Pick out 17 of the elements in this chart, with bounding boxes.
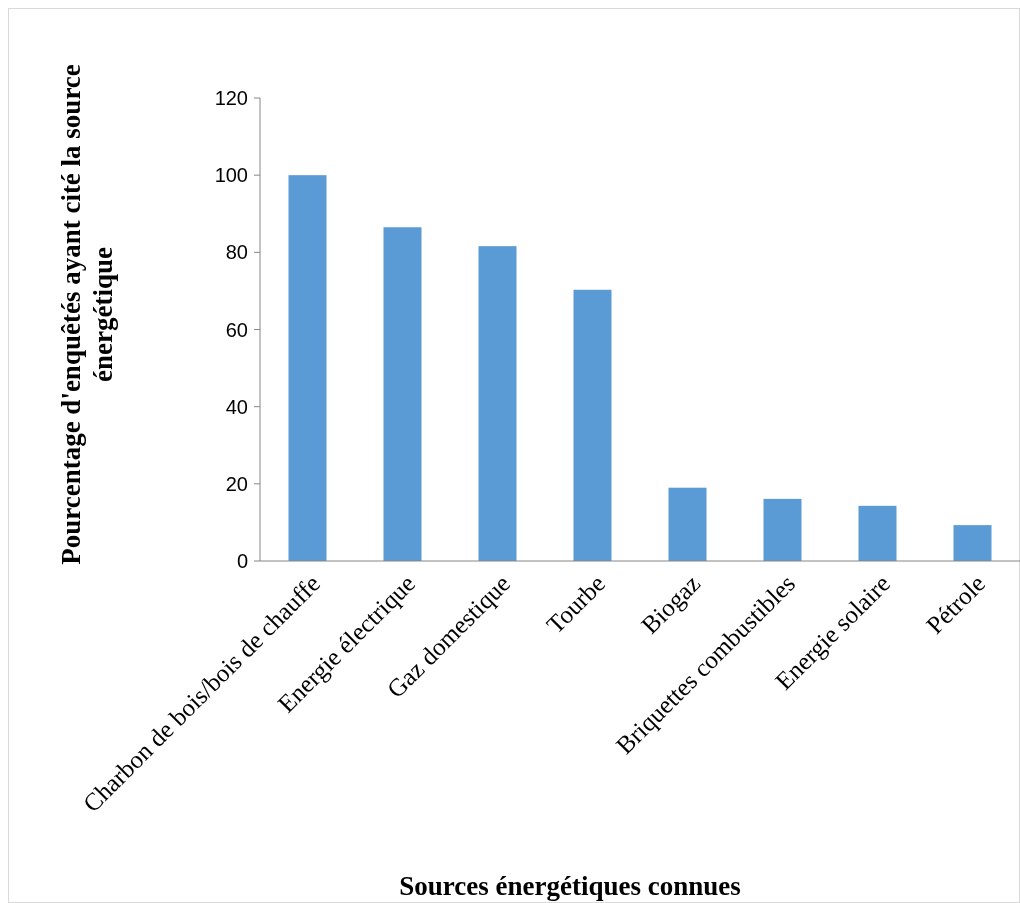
bar bbox=[383, 227, 422, 561]
y-tick-label: 100 bbox=[214, 164, 248, 187]
y-tick-label: 120 bbox=[214, 87, 248, 109]
bar bbox=[858, 505, 897, 561]
y-tick-label: 60 bbox=[225, 318, 248, 341]
bar bbox=[953, 525, 992, 561]
bar bbox=[478, 246, 517, 561]
y-tick-label: 40 bbox=[225, 395, 248, 418]
x-axis-title: Sources énergétiques connues bbox=[399, 871, 741, 901]
bar bbox=[763, 498, 802, 561]
y-axis-title: Pourcentage d'enquêtés ayant cité la source énergétique bbox=[56, 64, 118, 565]
y-tick-label: 20 bbox=[225, 472, 248, 495]
bar bbox=[288, 175, 327, 561]
bar bbox=[573, 289, 612, 561]
y-tick-label: 80 bbox=[225, 241, 248, 264]
y-tick-label: 0 bbox=[236, 550, 248, 572]
bar bbox=[668, 487, 707, 561]
